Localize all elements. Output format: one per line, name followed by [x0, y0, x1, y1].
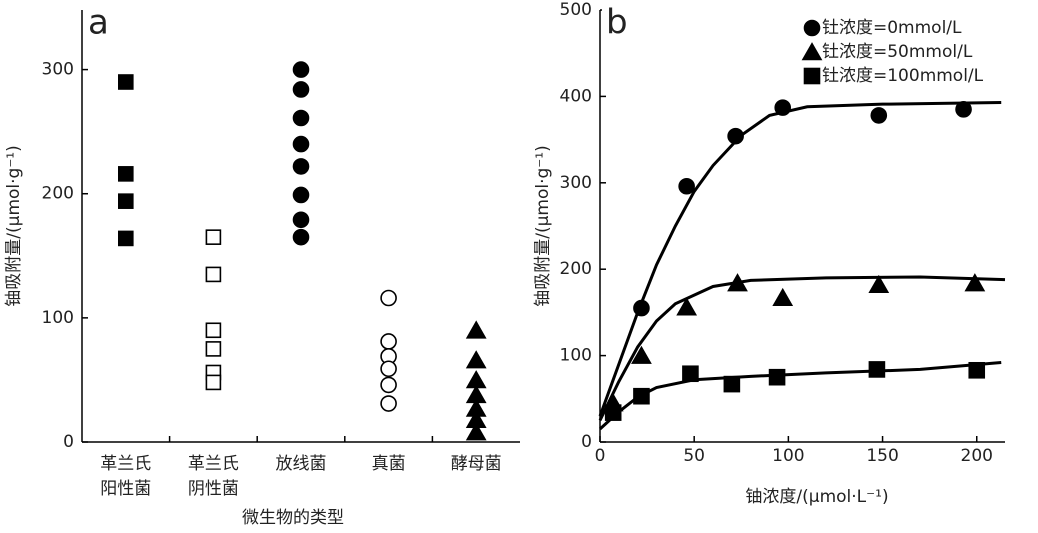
marker [676, 297, 698, 316]
panel-label: a [88, 3, 109, 43]
x-axis-label: 微生物的类型 [242, 508, 344, 528]
marker [723, 375, 741, 393]
marker [292, 186, 310, 204]
marker [118, 166, 134, 182]
x-tick-label: 100 [772, 446, 804, 466]
marker [205, 229, 222, 245]
y-tick-label: 0 [581, 432, 592, 452]
marker [380, 360, 397, 378]
marker [292, 228, 310, 246]
marker [868, 274, 890, 294]
x-tick-label: 50 [683, 446, 705, 466]
marker [633, 387, 650, 405]
legend-label: 钍浓度=100mmol/L [822, 66, 984, 86]
y-axis-label: 铀吸附量/(μmol·g⁻¹) [533, 145, 553, 306]
legend-label: 钍浓度=50mmol/L [822, 42, 973, 62]
marker [292, 211, 310, 229]
x-tick-label: 真菌 [372, 454, 406, 474]
marker [803, 67, 821, 85]
marker [604, 404, 622, 421]
marker [205, 341, 222, 357]
marker [380, 333, 397, 350]
marker [774, 99, 792, 116]
marker [678, 177, 695, 195]
marker [727, 127, 744, 145]
marker [772, 287, 794, 307]
y-tick-label: 0 [63, 432, 74, 452]
marker [465, 350, 487, 369]
marker [205, 322, 222, 339]
marker [633, 299, 650, 317]
marker [205, 374, 222, 391]
y-tick-label: 500 [560, 0, 592, 20]
marker [292, 135, 310, 153]
x-tick-label: 酵母菌 [451, 454, 502, 474]
x-tick-label: 革兰氏 [100, 454, 151, 474]
marker [955, 101, 972, 118]
x-axis-label: 铀浓度/(μmol·L⁻¹) [745, 487, 888, 507]
marker [465, 320, 487, 339]
x-tick-label: 革兰氏 [188, 454, 239, 474]
x-tick-label: 0 [595, 446, 606, 466]
fit-line [598, 275, 1006, 422]
marker [292, 81, 310, 98]
marker [801, 42, 823, 61]
marker [631, 345, 652, 364]
marker [868, 361, 886, 378]
marker [682, 365, 699, 383]
y-tick-label: 100 [560, 346, 592, 366]
marker [118, 193, 134, 209]
marker [727, 273, 748, 292]
marker [964, 273, 986, 292]
fit-line [598, 361, 1002, 431]
legend-label: 钍浓度=0mmol/L [822, 18, 962, 38]
y-tick-label: 400 [560, 86, 592, 106]
y-tick-label: 300 [560, 173, 592, 193]
marker [292, 61, 310, 78]
marker [292, 158, 310, 175]
marker [205, 266, 222, 283]
marker [870, 107, 888, 124]
y-tick-label: 300 [42, 60, 74, 80]
x-tick-label: 阴性菌 [188, 479, 239, 499]
fit-line [598, 100, 1002, 417]
marker [803, 19, 821, 37]
y-tick-label: 200 [560, 259, 592, 279]
marker [768, 368, 786, 386]
x-tick-label: 阳性菌 [100, 479, 151, 499]
marker [292, 109, 310, 127]
marker [968, 361, 986, 379]
panel-label: b [606, 3, 628, 43]
marker [465, 422, 487, 441]
x-tick-label: 放线菌 [276, 454, 327, 474]
marker [118, 230, 134, 247]
x-tick-label: 150 [866, 446, 898, 466]
x-tick-label: 200 [961, 446, 993, 466]
panel-label-bg [602, 0, 636, 44]
y-axis-label: 铀吸附量/(μmol·g⁻¹) [4, 145, 24, 306]
y-tick-label: 200 [42, 184, 74, 204]
y-tick-label: 100 [42, 308, 74, 328]
marker [380, 289, 397, 307]
marker [380, 395, 397, 412]
marker [118, 74, 134, 90]
marker [380, 376, 397, 394]
